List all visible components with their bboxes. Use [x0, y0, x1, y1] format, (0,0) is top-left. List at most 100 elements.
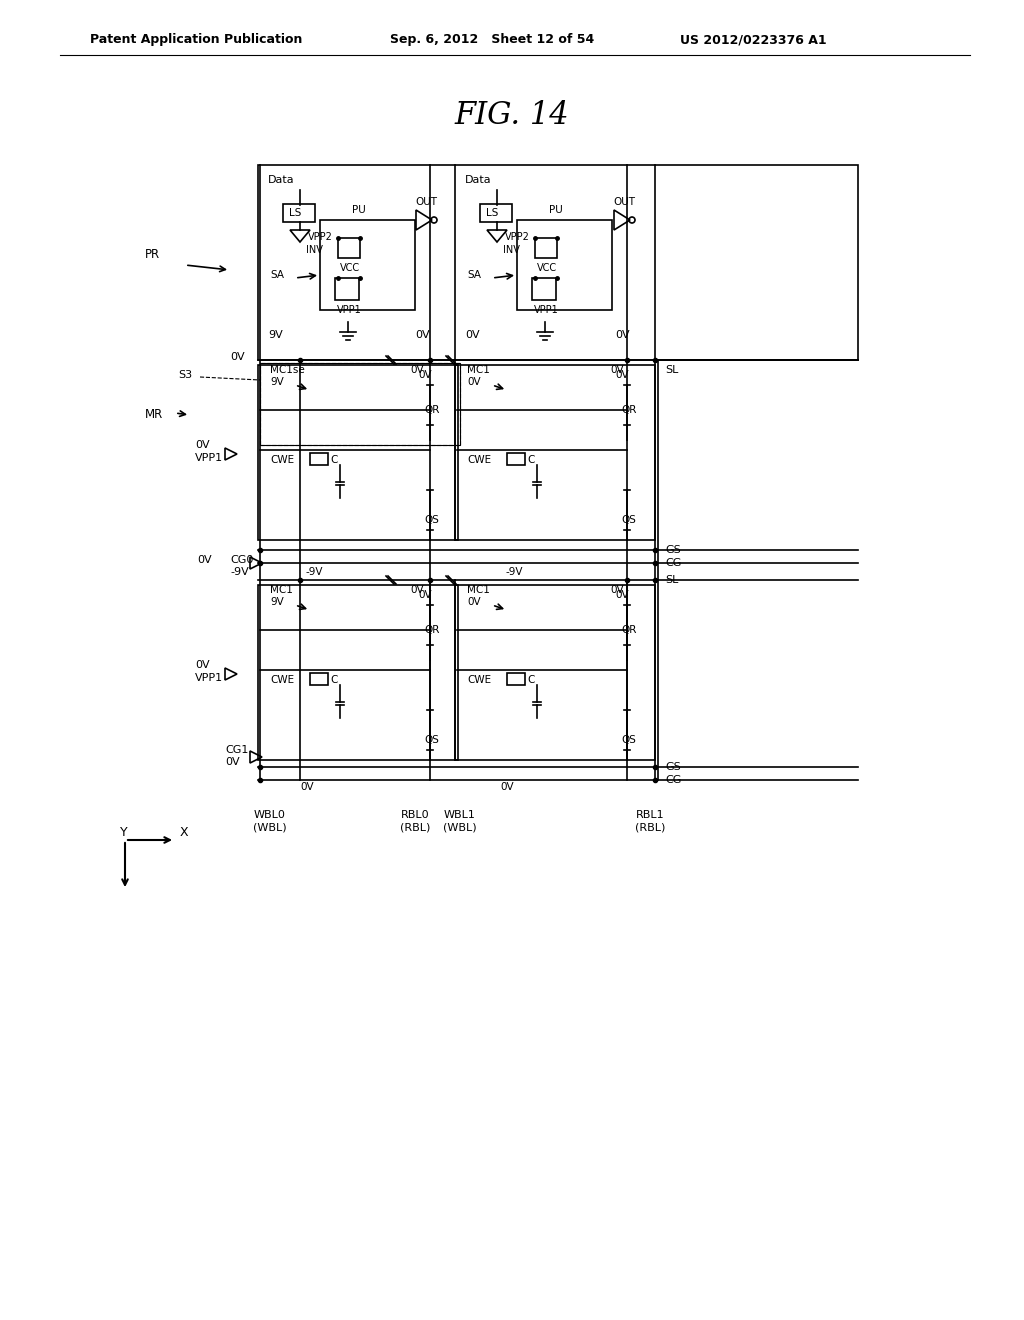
Bar	[310, 673, 328, 685]
Bar	[258, 366, 458, 540]
Text: CG0: CG0	[230, 554, 253, 565]
Text: QR: QR	[621, 405, 636, 414]
Text: Patent Application Publication: Patent Application Publication	[90, 33, 302, 46]
Text: C: C	[527, 675, 535, 685]
Text: 0V: 0V	[300, 781, 313, 792]
Text: 0V: 0V	[610, 585, 624, 595]
Text: 0V: 0V	[467, 597, 480, 607]
Text: QR: QR	[424, 624, 439, 635]
Text: 9V: 9V	[268, 330, 283, 341]
Text: VPP1: VPP1	[337, 305, 361, 315]
Text: GS: GS	[665, 545, 681, 554]
Text: CWE: CWE	[467, 455, 492, 465]
Text: 0V: 0V	[410, 585, 424, 595]
Text: S3: S3	[178, 370, 193, 380]
Text: 0V: 0V	[195, 440, 210, 450]
Text: SL: SL	[665, 576, 678, 585]
Text: VPP1: VPP1	[195, 453, 223, 463]
Bar	[319, 220, 415, 310]
Text: -9V: -9V	[505, 568, 522, 577]
Text: PR: PR	[145, 248, 160, 261]
Text: C: C	[330, 675, 337, 685]
Text: 0V: 0V	[197, 554, 212, 565]
Bar	[480, 205, 512, 222]
Text: C: C	[527, 455, 535, 465]
Text: (WBL): (WBL)	[253, 822, 287, 832]
Text: CG1: CG1	[225, 744, 249, 755]
Bar	[260, 363, 460, 445]
Text: VPP1: VPP1	[195, 673, 223, 682]
Text: 0V: 0V	[418, 370, 432, 380]
Text: WBL1: WBL1	[444, 810, 476, 820]
Bar	[535, 238, 557, 257]
Bar	[532, 279, 556, 300]
Text: 0V: 0V	[465, 330, 479, 341]
Text: GS: GS	[665, 762, 681, 772]
Text: 0V: 0V	[415, 330, 430, 341]
Text: Data: Data	[465, 176, 492, 185]
Text: Data: Data	[268, 176, 295, 185]
Text: CWE: CWE	[270, 455, 294, 465]
Text: CG: CG	[665, 558, 681, 568]
Text: QS: QS	[621, 515, 636, 525]
Text: SA: SA	[270, 271, 284, 280]
Text: 0V: 0V	[230, 352, 245, 362]
Text: VCC: VCC	[340, 263, 360, 273]
Text: 0V: 0V	[500, 781, 514, 792]
Bar	[258, 585, 458, 760]
Bar	[507, 673, 525, 685]
Text: LS: LS	[289, 209, 301, 218]
Bar	[283, 205, 315, 222]
Text: 0V: 0V	[615, 590, 629, 601]
Text: 0V: 0V	[615, 330, 630, 341]
Text: VPP2: VPP2	[505, 232, 529, 242]
Bar	[260, 363, 460, 445]
Text: 0V: 0V	[418, 590, 432, 601]
Bar	[507, 453, 525, 465]
Bar	[335, 279, 359, 300]
Text: RBL1: RBL1	[636, 810, 665, 820]
Text: MC1se: MC1se	[270, 366, 305, 375]
Text: 0V: 0V	[225, 756, 240, 767]
Text: 0V: 0V	[610, 366, 624, 375]
Text: 9V: 9V	[270, 597, 284, 607]
Text: 0V: 0V	[195, 660, 210, 671]
Text: MC1: MC1	[270, 585, 293, 595]
Text: OUT: OUT	[415, 197, 437, 207]
Bar	[258, 165, 858, 360]
Text: -9V: -9V	[305, 568, 323, 577]
Text: QS: QS	[424, 735, 439, 744]
Text: FIG. 14: FIG. 14	[455, 99, 569, 131]
Text: 0V: 0V	[410, 366, 424, 375]
Text: X: X	[180, 826, 188, 840]
Text: MR: MR	[145, 408, 163, 421]
Text: QS: QS	[424, 515, 439, 525]
Bar	[455, 366, 655, 540]
Text: RBL0: RBL0	[400, 810, 429, 820]
Text: WBL0: WBL0	[254, 810, 286, 820]
Text: 9V: 9V	[270, 378, 284, 387]
Bar	[310, 453, 328, 465]
Text: CG: CG	[665, 775, 681, 785]
Text: QR: QR	[621, 624, 636, 635]
Bar	[338, 238, 360, 257]
Text: PU: PU	[549, 205, 563, 215]
Text: CWE: CWE	[467, 675, 492, 685]
Text: -9V: -9V	[230, 568, 249, 577]
Bar	[455, 585, 655, 760]
Text: Sep. 6, 2012   Sheet 12 of 54: Sep. 6, 2012 Sheet 12 of 54	[390, 33, 594, 46]
Text: 0V: 0V	[467, 378, 480, 387]
Text: MC1: MC1	[467, 585, 489, 595]
Text: 0V: 0V	[615, 370, 629, 380]
Text: VPP1: VPP1	[534, 305, 559, 315]
Text: (RBL): (RBL)	[635, 822, 666, 832]
Text: OUT: OUT	[613, 197, 635, 207]
Text: INV: INV	[306, 246, 323, 255]
Text: VCC: VCC	[537, 263, 557, 273]
Text: C: C	[330, 455, 337, 465]
Text: US 2012/0223376 A1: US 2012/0223376 A1	[680, 33, 826, 46]
Text: SA: SA	[467, 271, 481, 280]
Text: (WBL): (WBL)	[443, 822, 477, 832]
Text: CWE: CWE	[270, 675, 294, 685]
Text: VPP2: VPP2	[308, 232, 333, 242]
